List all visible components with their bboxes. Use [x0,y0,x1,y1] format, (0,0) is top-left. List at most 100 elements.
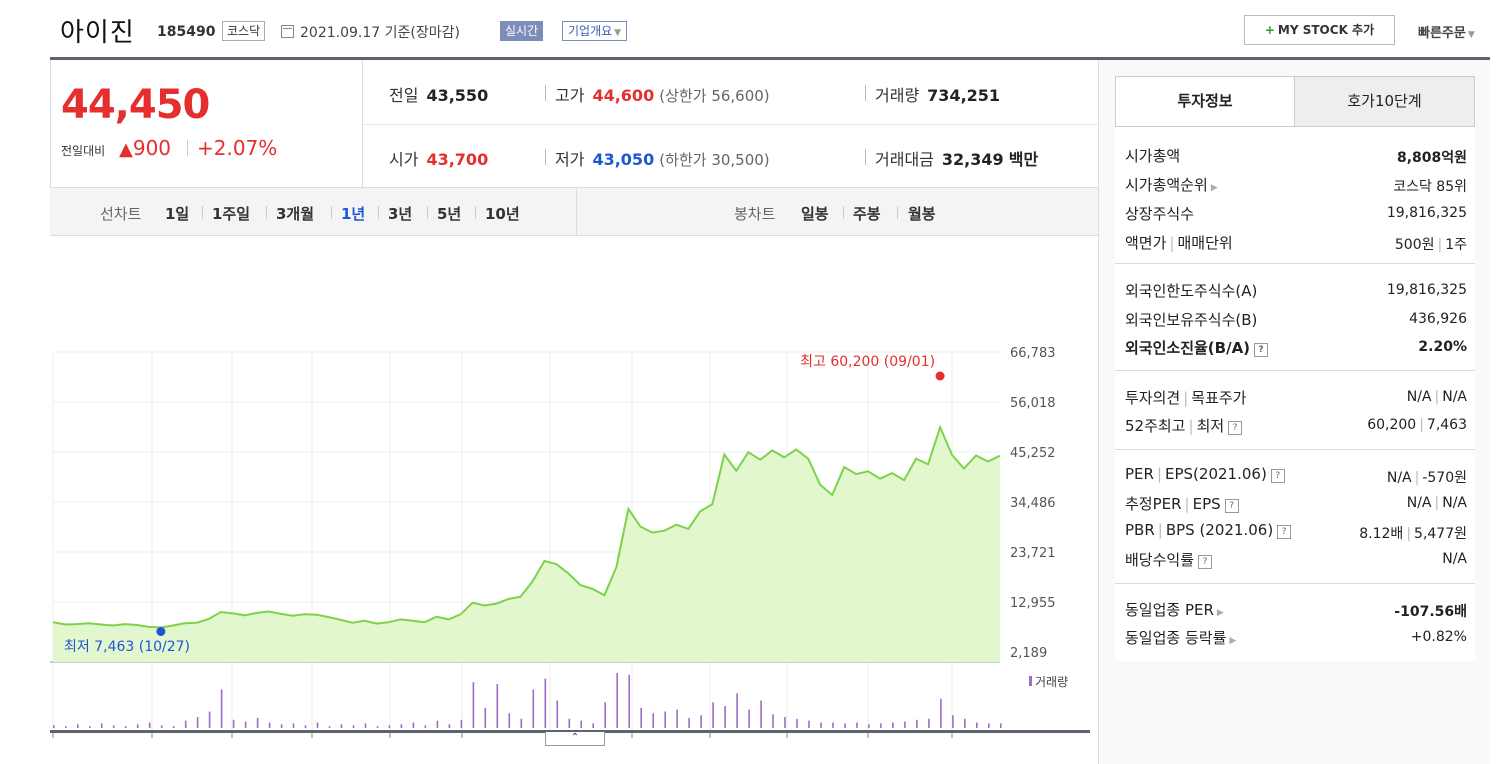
price-area [53,427,1000,662]
price-chart[interactable]: 66,783 56,018 45,252 34,486 23,721 12,955 2,18… [50,282,1098,742]
tab-1y[interactable]: 1년 [341,205,366,223]
sector-per-row[interactable]: 동일업종 PER ▶ -107.56배 [1125,599,1467,623]
divider [545,85,546,101]
divider: | [1156,465,1163,483]
current-price: 44,450 [61,82,210,128]
volume-bar [616,673,618,728]
volume-legend-label: 거래량 [1035,675,1068,689]
volume-bar [65,726,67,728]
volume-bar [640,707,642,728]
volume-bar [412,722,415,728]
sector-change-row[interactable]: 동일업종 등락률 ▶ +0.82% [1125,627,1467,651]
divider [865,149,866,165]
volume-bar [136,724,139,728]
y-tick-label: 2,189 [1010,646,1047,661]
change-amount-value: 900 [132,136,172,160]
tab-orderbook-10[interactable]: 호가10단계 [1295,77,1474,126]
chevron-right-icon: ▶ [1216,608,1224,618]
volume-bar [292,723,295,728]
trade-value-value: 32,349 [941,150,1004,169]
opinion-labels: 투자의견 | 목표주가 [1125,387,1246,408]
y-tick-label: 56,018 [1010,396,1056,411]
volume-bar [184,720,187,728]
stock-name: 아이진 [60,18,135,48]
tab-3m[interactable]: 3개월 [276,205,315,223]
trade-unit-value: 1주 [1445,237,1467,253]
help-icon[interactable]: ? [1198,555,1213,569]
volume-bar [856,722,858,728]
tab-3y[interactable]: 3년 [388,205,413,223]
est-per-values: N/A | N/A [1407,495,1467,511]
calendar-icon [281,25,294,38]
realtime-button[interactable]: 실시간 [500,21,544,41]
divider: | [1184,495,1190,513]
divider: | [1169,234,1175,252]
divider [378,206,379,219]
tab-investment-info[interactable]: 투자정보 [1116,77,1295,126]
high-marker [935,371,945,381]
market-cap-value: 8,808억원 [1396,150,1467,166]
basis-date: 2021.09.17 기준(장마감) [300,22,460,42]
market-cap-rank-row[interactable]: 시가총액순위 ▶ 코스닥 85위 [1125,174,1467,198]
volume-bars [53,673,1002,729]
tab-daily-candle[interactable]: 일봉 [801,205,829,223]
volume-bar [556,700,559,728]
volume-bar [424,725,427,729]
collapse-chart-button[interactable]: ⌃ [545,732,605,746]
tab-1w[interactable]: 1주일 [212,205,251,223]
volume-bar [820,722,822,728]
w52-low-value: 7,463 [1426,417,1467,433]
tab-weekly-candle[interactable]: 주봉 [853,205,881,223]
volume-bar [592,723,594,728]
per-label: PER [1125,465,1154,483]
quick-order-dropdown[interactable]: 빠른주문 ▼ [1418,22,1475,41]
company-overview-dropdown[interactable]: 기업개요 ▼ [562,21,628,41]
change-amount: ▲900 [119,136,171,160]
tab-monthly-candle[interactable]: 월봉 [908,205,936,223]
volume-bar [208,711,211,728]
par-value-labels: 액면가 | 매매단위 [1125,232,1233,253]
trade-value-unit: 백만 [1008,150,1039,169]
help-icon[interactable]: ? [1277,525,1292,539]
volume-bar [484,707,487,728]
chevron-right-icon: ▶ [1210,183,1218,193]
divider: | [1437,237,1443,253]
divider [50,57,1490,60]
pbr-value: 8.12배 [1359,526,1404,542]
help-icon[interactable]: ? [1224,499,1239,513]
volume-bar [808,720,810,728]
dividend-label: 배당수익률 [1125,551,1195,569]
volume-bar [352,725,355,729]
my-stock-label: MY STOCK 추가 [1277,23,1375,37]
help-icon[interactable]: ? [1228,421,1243,435]
help-icon[interactable]: ? [1254,343,1269,357]
divider: | [1434,389,1440,405]
date-text: 2021.09.17 [300,25,381,41]
foreign-ratio-label-wrap: 외국인소진율(B/A)? [1125,337,1269,358]
shares-row: 상장주식수 19,816,325 [1125,203,1467,227]
divider [545,149,546,165]
open-label: 시가 [389,150,419,169]
market-cap-rank-label-wrap: 시가총액순위 ▶ [1125,174,1218,195]
sector-per-value: -107.56배 [1394,604,1467,620]
par-value-value: 500원 [1394,237,1435,253]
current-price-box: 44,450 전일대비 ▲900 +2.07% [50,60,363,188]
tab-1d[interactable]: 1일 [165,205,190,223]
divider: | [1157,521,1163,539]
help-icon[interactable]: ? [1270,469,1285,483]
divider: | [1414,470,1420,486]
volume-bar [53,725,55,729]
trade-value: 거래대금 32,349 백만 [875,146,1038,170]
trade-unit-label: 매매단위 [1177,234,1233,252]
est-eps-value: N/A [1442,495,1467,511]
sector-change-label: 동일업종 등락률 [1125,629,1227,647]
tab-10y[interactable]: 10년 [485,205,520,223]
my-stock-add-button[interactable]: + MY STOCK 추가 [1244,15,1395,45]
volume-bar [916,719,918,729]
divider [266,206,267,219]
stock-code: 185490 [157,24,216,40]
volume-bar [316,722,319,728]
tab-5y[interactable]: 5년 [437,205,462,223]
volume-bar [328,726,331,728]
divider [1115,370,1475,371]
